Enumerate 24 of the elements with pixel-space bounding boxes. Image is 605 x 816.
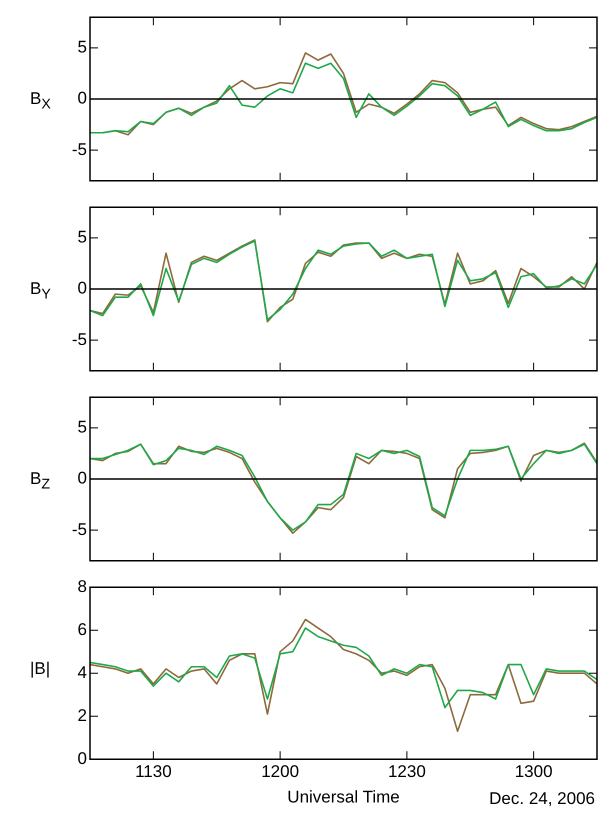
y-tick-label: 5 <box>78 38 87 57</box>
x-tick-label: 1200 <box>261 762 300 782</box>
y-axis-title: B$_{Z}$ <box>30 468 51 494</box>
text: Dec. 24, 2006 <box>489 788 595 810</box>
y-tick-label: -5 <box>72 520 87 539</box>
x-tick-label: 1230 <box>388 762 426 782</box>
y-tick-label: 8 <box>78 576 87 596</box>
y-tick-label: 0 <box>78 88 87 108</box>
y-tick-label: 2 <box>78 706 87 725</box>
x-axis-title: Universal Time <box>287 787 400 806</box>
y-tick-label: 0 <box>78 278 87 298</box>
y-tick-label: 6 <box>78 620 87 639</box>
y-tick-label: -5 <box>72 140 87 159</box>
y-tick-label: 0 <box>78 468 87 488</box>
y-axis-title: B$_{X}$ <box>30 88 52 114</box>
y-tick-label: 5 <box>78 418 87 437</box>
y-tick-label: -5 <box>72 330 87 349</box>
y-tick-label: 4 <box>78 662 87 682</box>
x-tick-label: 1300 <box>514 762 553 782</box>
y-axis-title: B$_{Y}$ <box>30 278 52 304</box>
x-tick-label: 1130 <box>135 762 172 782</box>
y-tick-label: 5 <box>78 228 87 247</box>
y-axis-title: |B| <box>30 658 52 680</box>
y-tick-label: 0 <box>78 748 87 768</box>
